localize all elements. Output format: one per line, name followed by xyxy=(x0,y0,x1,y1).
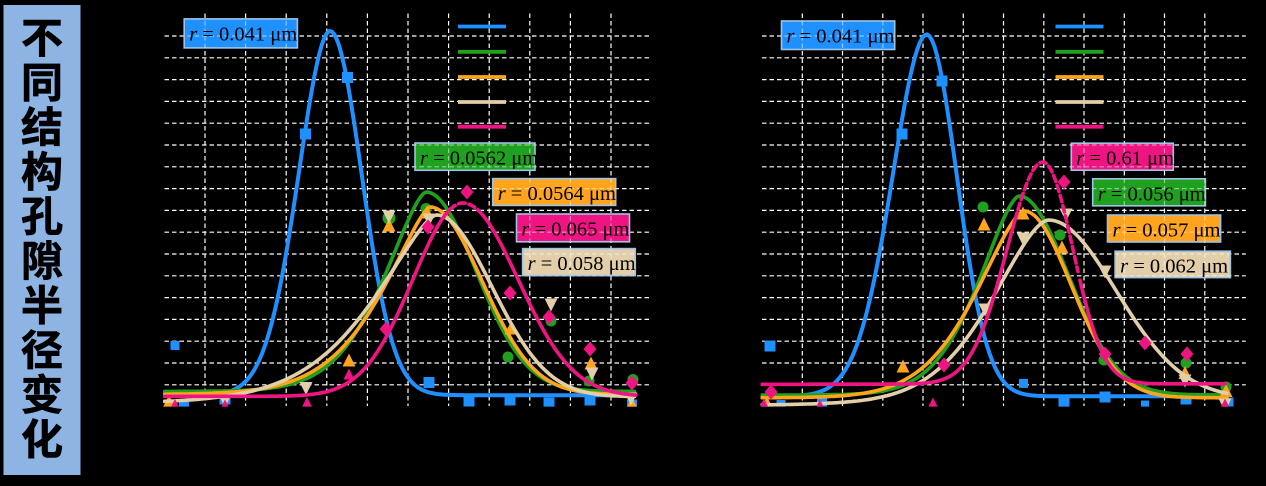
svg-text:r = 0.041 μm: r = 0.041 μm xyxy=(787,26,895,48)
svg-text:r = 0.041 μm: r = 0.041 μm xyxy=(189,23,297,45)
svg-text:r = 0.062 μm: r = 0.062 μm xyxy=(1120,256,1228,278)
svg-text:r = 0.065 μm: r = 0.065 μm xyxy=(522,219,630,241)
svg-text:r = 0.057 μm: r = 0.057 μm xyxy=(1113,220,1221,242)
svg-text:r = 0.0562 μm: r = 0.0562 μm xyxy=(420,148,538,170)
svg-text:r = 0.61 μm: r = 0.61 μm xyxy=(1076,148,1174,170)
svg-text:r = 0.0564 μm: r = 0.0564 μm xyxy=(498,183,616,205)
svg-text:r = 0.056 μm: r = 0.056 μm xyxy=(1098,183,1206,205)
svg-text:r = 0.058 μm: r = 0.058 μm xyxy=(528,253,636,275)
